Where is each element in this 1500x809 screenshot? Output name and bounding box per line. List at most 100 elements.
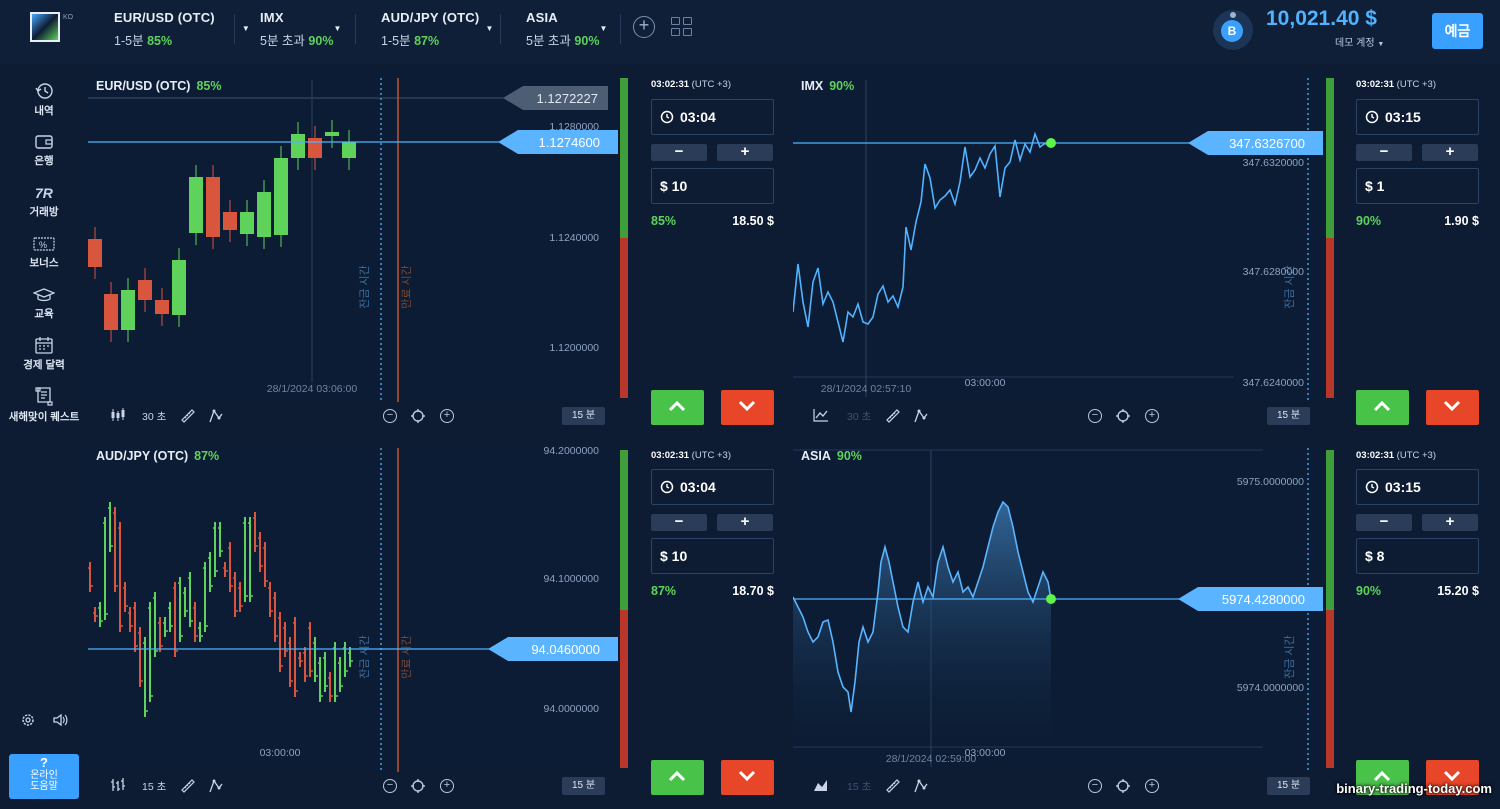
sound-icon[interactable] — [52, 712, 68, 728]
interval-selector[interactable]: 30 초 — [847, 411, 872, 423]
call-up-button[interactable] — [651, 760, 704, 795]
call-up-button[interactable] — [1356, 390, 1409, 425]
expiry-time-field[interactable]: 03:15 — [1356, 99, 1479, 135]
chart-panel-asia[interactable]: 잔금 시간 5974.4280000 5975.0000000 5974.000000… — [793, 442, 1323, 772]
bar-chart[interactable]: 잔금 시간 만료 시간 94.0460000 94.2000000 94.1000000… — [88, 442, 618, 772]
help-label-line2: 도움말 — [30, 781, 58, 792]
decrease-button[interactable]: − — [651, 514, 707, 531]
put-down-button[interactable] — [1426, 390, 1479, 425]
payout-amount: 15.20 $ — [1437, 584, 1479, 598]
current-price-tag — [1188, 131, 1323, 155]
drawing-tools-icon[interactable] — [208, 778, 224, 794]
zoom-out-icon[interactable]: − — [1088, 779, 1102, 793]
candles-icon[interactable] — [110, 408, 126, 422]
expiry-time-field[interactable]: 03:04 — [651, 469, 774, 505]
timeframe-selector[interactable]: 15 분 — [1267, 777, 1310, 795]
investment-amount-field[interactable]: $ 8 — [1356, 538, 1479, 574]
ruler-icon[interactable] — [180, 778, 196, 794]
drawing-tools-icon[interactable] — [208, 408, 224, 424]
chart-panel-imx[interactable]: 잔금 시간 347.6326700 347.6320000 347.6280000 34… — [793, 72, 1323, 402]
increase-button[interactable]: + — [1422, 514, 1478, 531]
interval-selector[interactable]: 15 초 — [142, 781, 167, 793]
ruler-icon[interactable] — [180, 408, 196, 424]
center-focus-icon[interactable] — [1116, 779, 1130, 793]
put-down-button[interactable] — [721, 390, 774, 425]
chevron-down-icon[interactable]: ▼ — [333, 24, 342, 33]
language-tag[interactable]: KO — [63, 14, 74, 21]
asset-tab-audjpy[interactable]: AUD/JPY (OTC) 1-5분 87% ▼ — [381, 10, 493, 50]
ruler-icon[interactable] — [885, 408, 901, 424]
decrease-button[interactable]: − — [1356, 514, 1412, 531]
investment-amount-field[interactable]: $ 1 — [1356, 168, 1479, 204]
sidebar-item-economic-calendar[interactable]: 경제 달력 — [0, 336, 88, 372]
zoom-in-icon[interactable]: + — [440, 779, 454, 793]
zoom-out-icon[interactable]: − — [383, 779, 397, 793]
sidebar-item-quest[interactable]: 새해맞이 퀘스트 — [0, 386, 88, 424]
asset-tab-imx[interactable]: IMX 5분 초과 90% ▼ — [260, 10, 341, 50]
put-down-button[interactable] — [721, 760, 774, 795]
investment-amount-field[interactable]: $ 10 — [651, 538, 774, 574]
chart-panel-eurusd[interactable]: 잔금 시간 만료 시간 1.1272227 1.1274600 1.1280000 1.1… — [88, 72, 618, 402]
center-focus-icon[interactable] — [1116, 409, 1130, 423]
chevron-down-icon[interactable]: ▼ — [241, 24, 250, 33]
calendar-icon — [35, 337, 53, 354]
layout-grid-icon[interactable] — [671, 17, 693, 39]
account-balance[interactable]: 10,021.40 $ — [1266, 7, 1377, 30]
expiry-time-field[interactable]: 03:15 — [1356, 469, 1479, 505]
asset-tab-payout: 85% — [147, 34, 173, 48]
put-down-button[interactable] — [1426, 760, 1479, 795]
decrease-button[interactable]: − — [1356, 144, 1412, 161]
increase-button[interactable]: + — [717, 144, 773, 161]
timeframe-selector[interactable]: 15 분 — [562, 777, 605, 795]
increase-button[interactable]: + — [1422, 144, 1478, 161]
add-asset-button[interactable]: + — [633, 16, 655, 38]
settings-gear-icon[interactable] — [20, 712, 36, 728]
interval-selector[interactable]: 30 초 — [142, 411, 167, 423]
sidebar-item-bonus[interactable]: % 보너스 — [0, 236, 88, 270]
asset-tab-payout: 90% — [308, 34, 334, 48]
brand-logo[interactable] — [30, 12, 60, 42]
sidebar-item-trading-room[interactable]: 7R 거래방 — [0, 185, 88, 219]
candle-body — [88, 239, 102, 267]
deposit-button[interactable]: 예금 — [1432, 13, 1483, 49]
zoom-in-icon[interactable]: + — [440, 409, 454, 423]
chart-panel-audjpy[interactable]: 잔금 시간 만료 시간 94.0460000 94.2000000 94.1000000… — [88, 442, 618, 772]
call-up-button[interactable] — [651, 390, 704, 425]
expiry-time-field[interactable]: 03:04 — [651, 99, 774, 135]
drawing-tools-icon[interactable] — [913, 778, 929, 794]
sidebar-item-label: 보너스 — [29, 257, 59, 269]
bars-icon[interactable] — [110, 778, 126, 792]
area-chart-icon[interactable] — [813, 778, 829, 792]
sidebar-item-education[interactable]: 교육 — [0, 287, 88, 321]
zoom-out-icon[interactable]: − — [383, 409, 397, 423]
asset-tab-asia[interactable]: ASIA 5분 초과 90% ▼ — [526, 10, 607, 50]
zoom-in-icon[interactable]: + — [1145, 409, 1159, 423]
decrease-button[interactable]: − — [651, 144, 707, 161]
sidebar-item-history[interactable]: 내역 — [0, 82, 88, 118]
sidebar-item-bank[interactable]: 은행 — [0, 134, 88, 168]
line-chart-icon[interactable] — [813, 408, 829, 422]
area-chart[interactable]: 잔금 시간 5974.4280000 5975.0000000 5974.000000… — [793, 442, 1323, 772]
call-up-button[interactable] — [1356, 760, 1409, 795]
center-focus-icon[interactable] — [411, 409, 425, 423]
timezone-label: (UTC +3) — [691, 450, 731, 461]
chevron-down-icon[interactable]: ▼ — [599, 24, 608, 33]
drawing-tools-icon[interactable] — [913, 408, 929, 424]
increase-button[interactable]: + — [717, 514, 773, 531]
zoom-in-icon[interactable]: + — [1145, 779, 1159, 793]
left-sidebar: 내역 은행 7R 거래방 % 보너스 교육 경제 달력 새해맞이 퀘스트 ? 온… — [0, 64, 88, 809]
line-chart[interactable]: 잔금 시간 347.6326700 347.6320000 347.6280000 34… — [793, 72, 1323, 402]
interval-selector[interactable]: 15 초 — [847, 781, 872, 793]
account-type-selector[interactable]: 데모 계정 ▼ — [1335, 34, 1384, 49]
timeframe-selector[interactable]: 15 분 — [562, 407, 605, 425]
online-help-button[interactable]: ? 온라인 도움말 — [9, 754, 79, 799]
center-focus-icon[interactable] — [411, 779, 425, 793]
account-level-badge[interactable]: B — [1213, 10, 1253, 50]
chevron-down-icon[interactable]: ▼ — [485, 24, 494, 33]
ruler-icon[interactable] — [885, 778, 901, 794]
asset-tab-eurusd[interactable]: EUR/USD (OTC) 1-5분 85% ▼ — [114, 10, 250, 50]
zoom-out-icon[interactable]: − — [1088, 409, 1102, 423]
candlestick-chart[interactable]: 잔금 시간 만료 시간 1.1272227 1.1274600 1.1280000 1.1… — [88, 72, 618, 402]
timeframe-selector[interactable]: 15 분 — [1267, 407, 1310, 425]
investment-amount-field[interactable]: $ 10 — [651, 168, 774, 204]
